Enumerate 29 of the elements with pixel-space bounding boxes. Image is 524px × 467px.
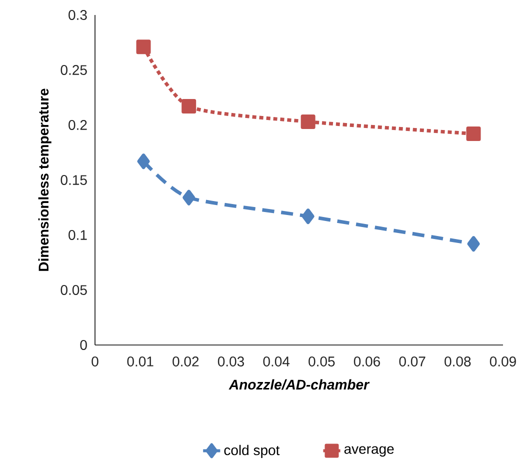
y-tick-label: 0.25	[60, 65, 87, 75]
point	[136, 40, 151, 54]
point	[182, 190, 196, 206]
point	[466, 126, 481, 142]
y-tick-label: 0.2	[68, 120, 87, 130]
point	[137, 154, 150, 170]
legend-label: average	[344, 446, 394, 457]
x-tick-label: 0.02	[172, 356, 199, 366]
point	[302, 208, 314, 224]
y-tick-label: 0.05	[60, 285, 87, 295]
y-tick-label: 0.15	[60, 175, 87, 185]
x-tick-label: 0.03	[218, 356, 244, 366]
x-tick-label: 0.08	[444, 356, 471, 366]
y-tick-label: 0	[80, 340, 87, 350]
y-tick-label: 0.3	[68, 10, 87, 20]
point	[467, 236, 480, 252]
x-tick-label: 0.09	[490, 356, 516, 366]
y-tick-label: 0.1	[68, 230, 87, 240]
x-tick-label: 0.01	[127, 356, 154, 366]
point	[300, 114, 316, 129]
y-axis-title: Dimensionless temperature	[38, 88, 52, 271]
legend-label: cold spot	[224, 444, 280, 458]
x-tick-label: 0	[92, 356, 98, 366]
x-tick-label: 0.06	[354, 356, 380, 366]
x-tick-label: 0.04	[263, 356, 290, 366]
x-tick-label: 0.07	[399, 356, 426, 366]
x-axis-title: Anozzle/AD-chamber	[228, 379, 370, 390]
x-tick-label: 0.05	[308, 356, 335, 366]
point	[182, 99, 196, 114]
